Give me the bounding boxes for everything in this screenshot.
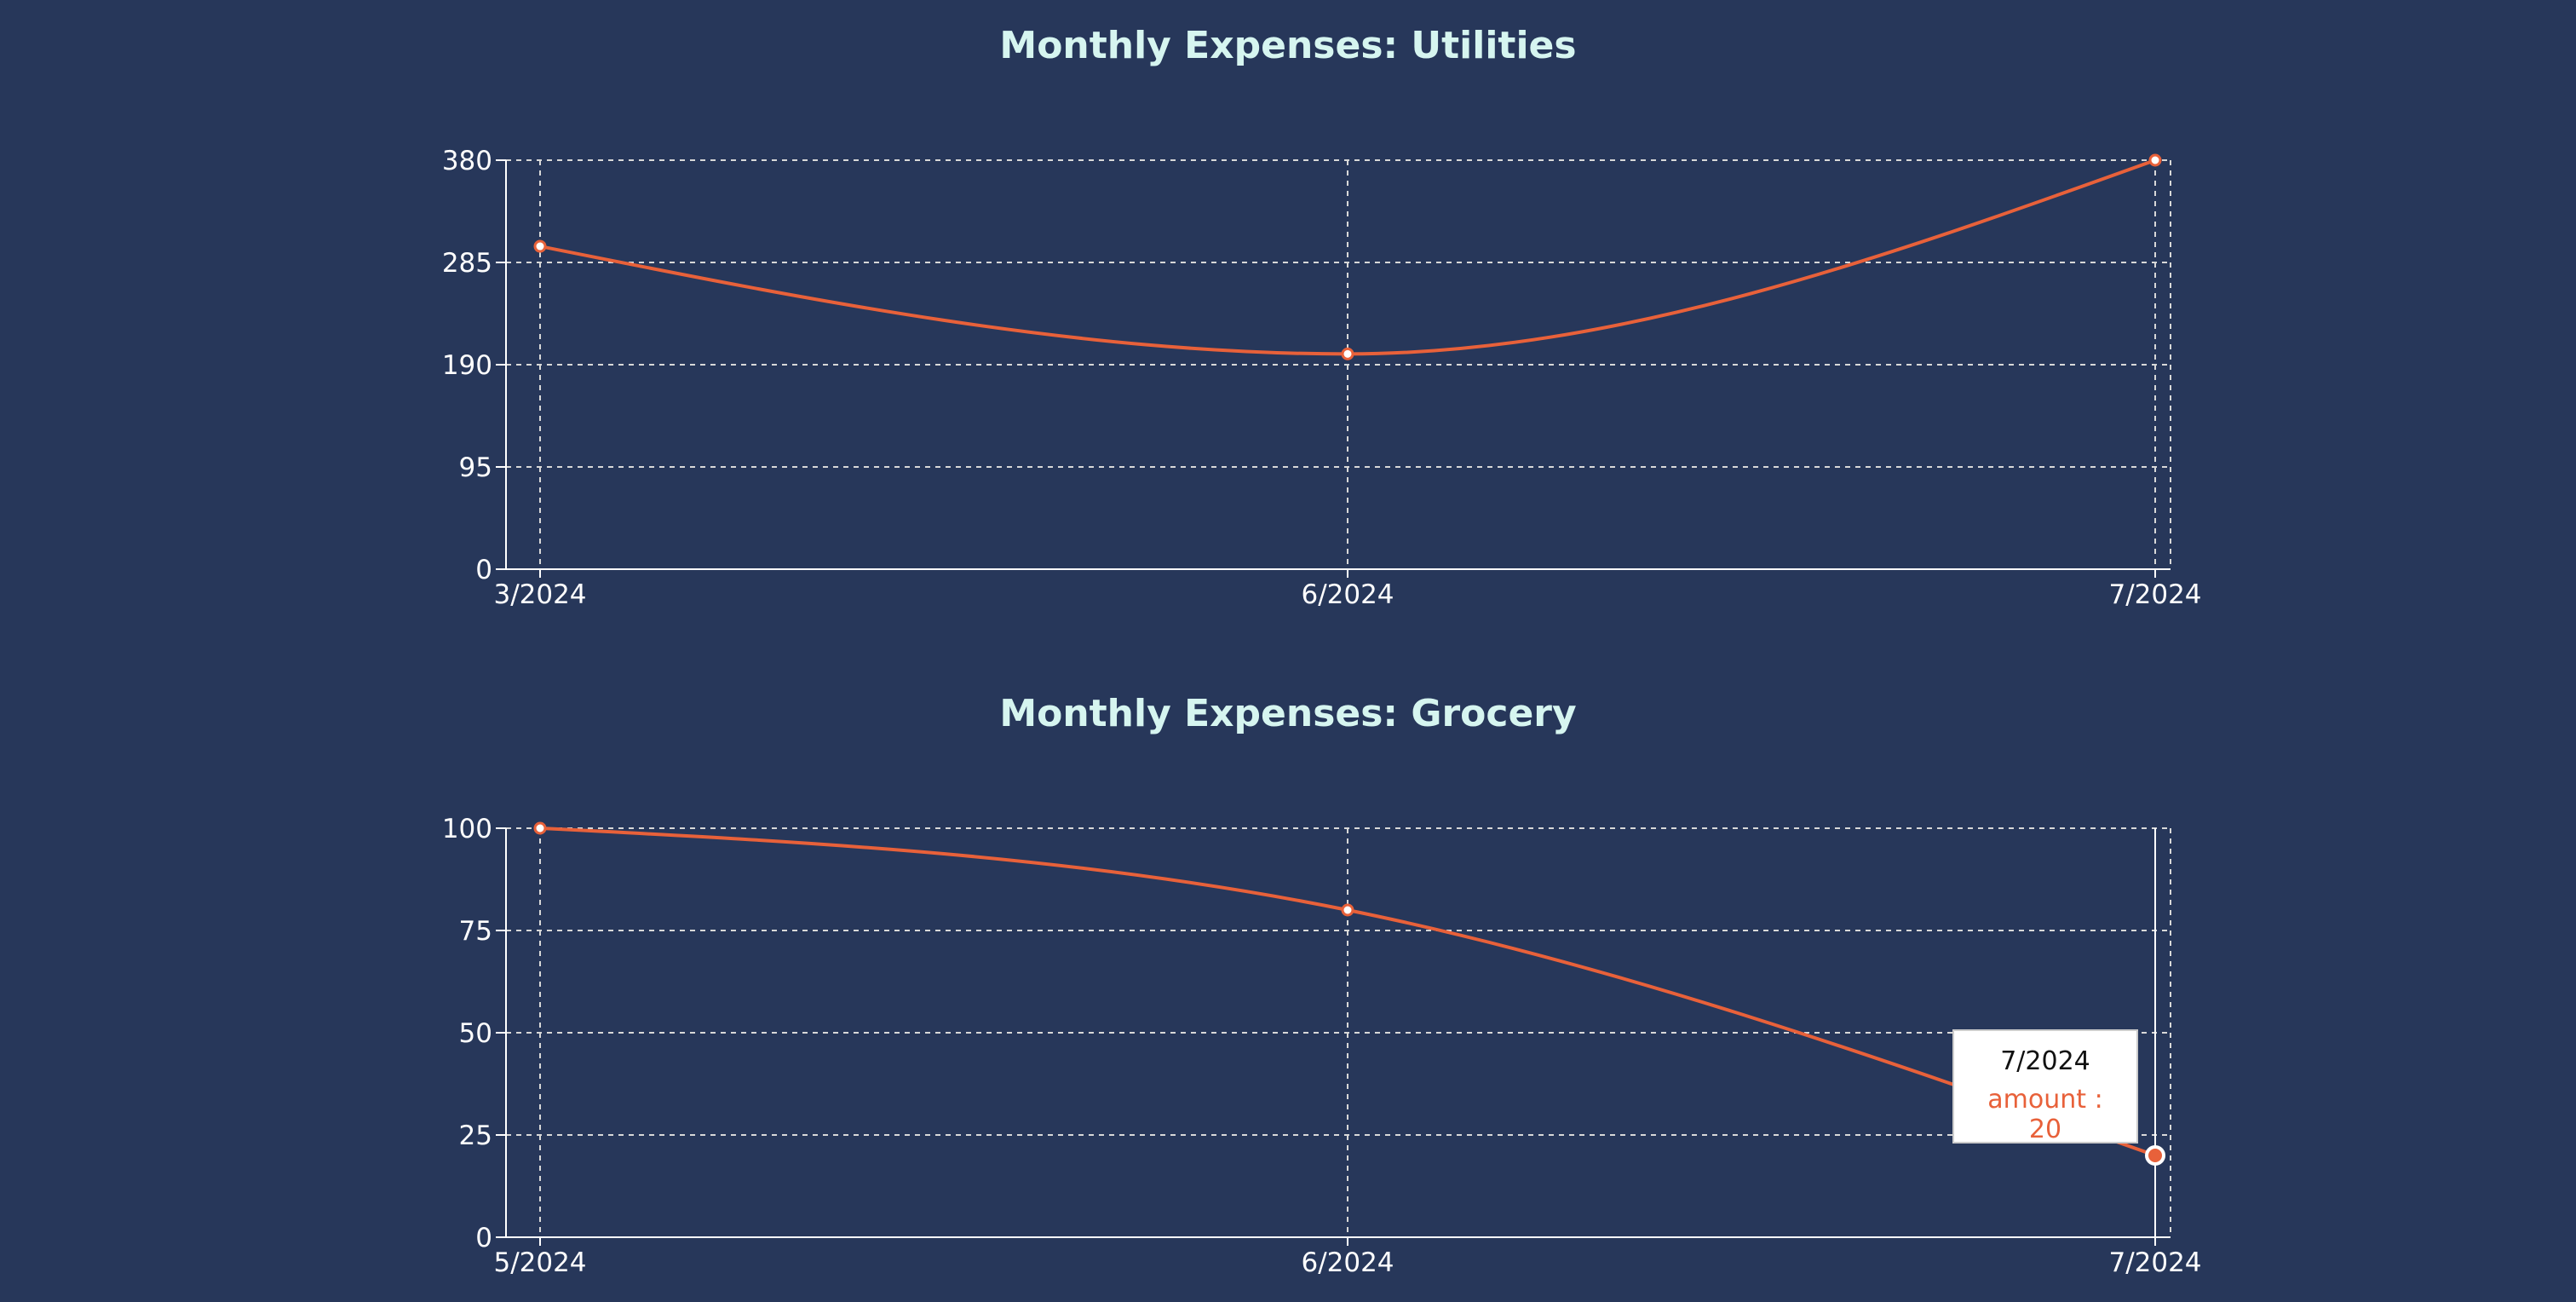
y-tick-label: 0 xyxy=(475,1223,492,1253)
data-point xyxy=(533,821,547,835)
chart-title: Monthly Expenses: Grocery xyxy=(999,692,1577,735)
x-tick-label: 3/2024 xyxy=(493,579,586,610)
chart-title: Monthly Expenses: Utilities xyxy=(999,24,1577,67)
tooltip-label: 7/2024 xyxy=(2000,1046,2090,1076)
tooltip-value: amount : 20 xyxy=(1987,1085,2103,1144)
y-tick-label: 100 xyxy=(442,814,492,844)
data-point xyxy=(1341,903,1354,917)
y-tick-label: 380 xyxy=(442,146,492,176)
data-point xyxy=(533,239,547,253)
utilities-chart: Monthly Expenses: Utilities 0 95 190 285 380… xyxy=(0,0,2576,648)
y-tick-label: 285 xyxy=(442,248,492,279)
x-tick-label: 5/2024 xyxy=(493,1247,586,1278)
y-tick-label: 25 xyxy=(459,1121,492,1151)
y-tick-label: 190 xyxy=(442,350,492,381)
x-tick-label: 6/2024 xyxy=(1301,579,1394,610)
y-tick-label: 50 xyxy=(459,1018,492,1049)
y-tick-label: 95 xyxy=(459,452,492,483)
grocery-chart: Monthly Expenses: Grocery 0 25 50 75 100 5/20… xyxy=(0,668,2576,1302)
x-tick-label: 7/2024 xyxy=(2108,1247,2201,1278)
active-data-point xyxy=(2145,1145,2165,1166)
grocery-plot[interactable]: 0 25 50 75 100 5/2024 6/2024 7/2024 xyxy=(0,668,2576,1302)
x-tick-label: 7/2024 xyxy=(2108,579,2201,610)
x-tick-label: 6/2024 xyxy=(1301,1247,1394,1278)
data-point xyxy=(1341,347,1354,360)
y-tick-label: 0 xyxy=(475,555,492,585)
data-point xyxy=(2148,153,2162,167)
y-tick-label: 75 xyxy=(459,916,492,947)
utilities-plot[interactable]: 0 95 190 285 380 3/2024 6/2024 7/2024 xyxy=(0,0,2576,648)
chart-tooltip: 7/2024 amount : 20 xyxy=(1952,1029,2138,1144)
